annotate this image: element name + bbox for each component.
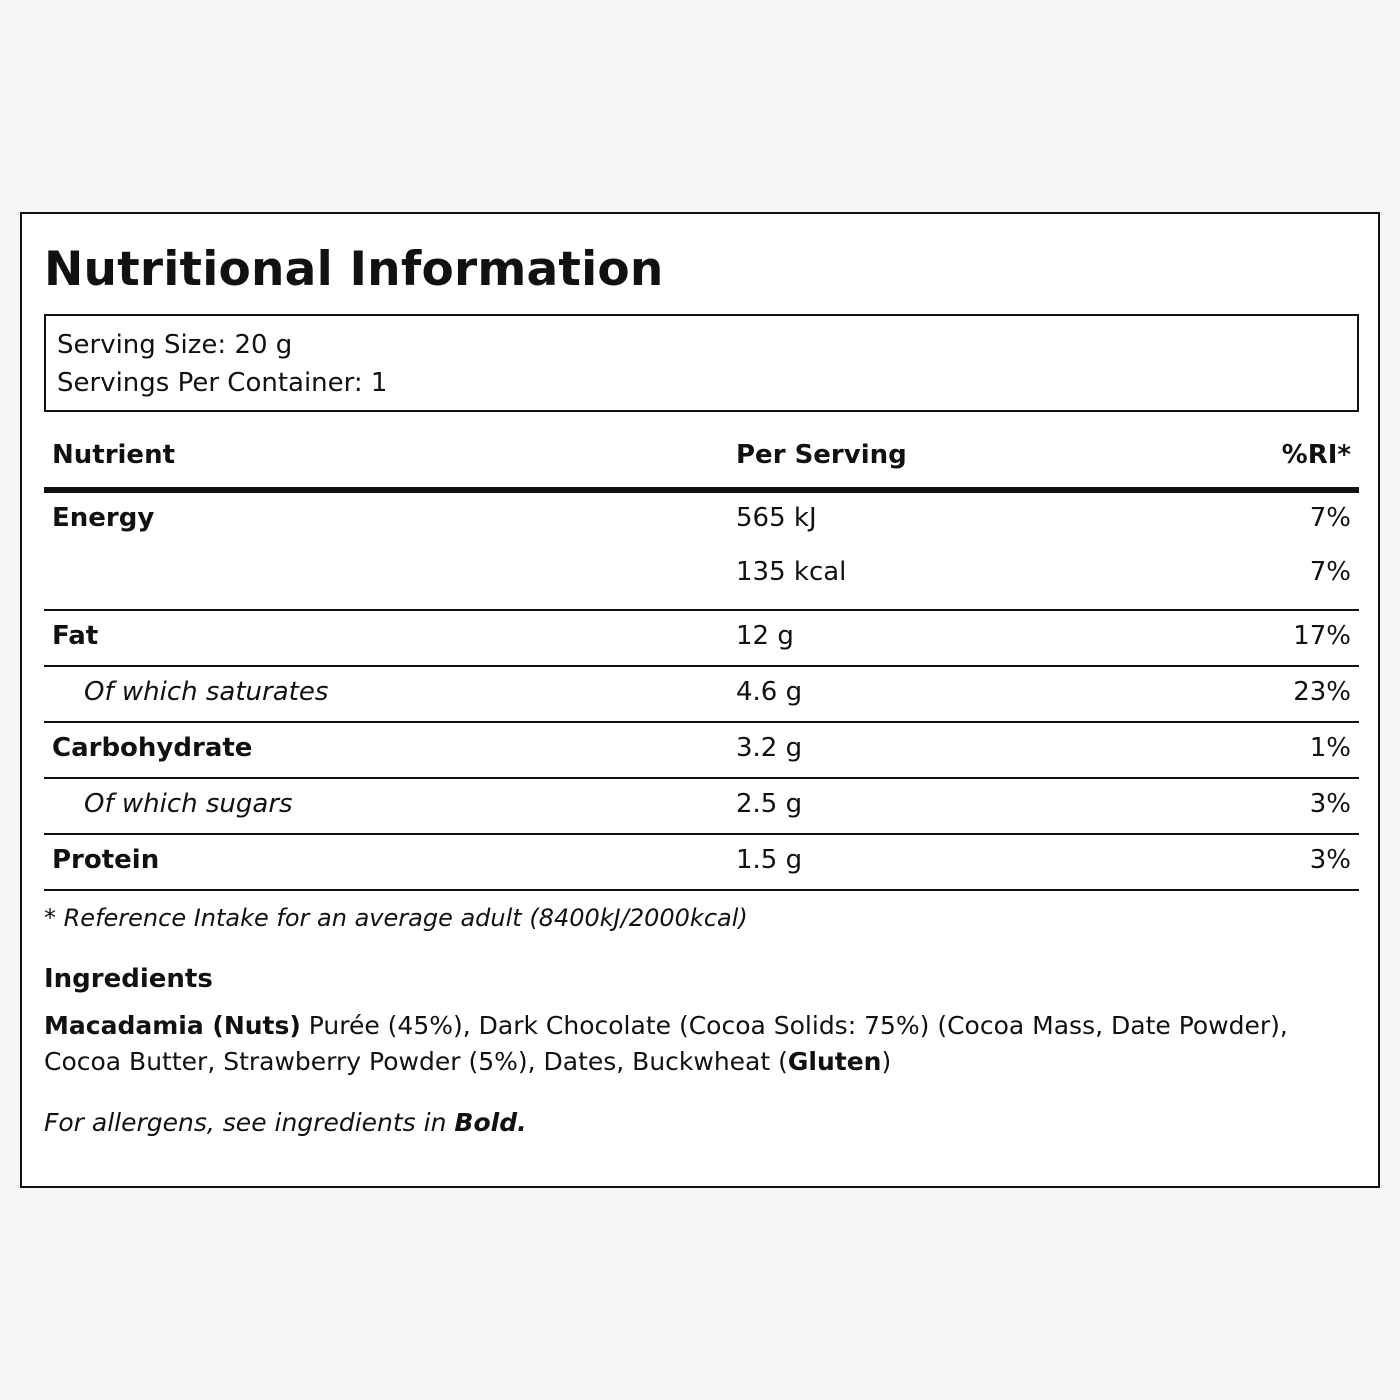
reference-intake-footnote: * Reference Intake for an average adult … xyxy=(44,904,748,932)
page-title: Nutritional Information xyxy=(44,242,664,297)
nutrient-ri: 1% xyxy=(1309,733,1351,763)
nutrient-value: 3.2 g xyxy=(736,733,803,763)
nutrient-name: Protein xyxy=(52,845,160,875)
ingredients-list-end: ) xyxy=(881,1047,892,1076)
nutrient-ri: 3% xyxy=(1309,789,1351,819)
header-nutrient: Nutrient xyxy=(52,440,176,470)
table-row-carbohydrate: Carbohydrate 3.2 g 1% xyxy=(44,723,1359,779)
energy-kcal: 135 kcal xyxy=(736,557,847,587)
ingredients-text: Macadamia (Nuts) Purée (45%), Dark Choco… xyxy=(44,1008,1344,1080)
table-row-sugars: Of which sugars 2.5 g 3% xyxy=(44,779,1359,835)
nutrient-name: Fat xyxy=(52,621,99,651)
table-row-energy: Energy 565 kJ 7% 135 kcal 7% xyxy=(44,493,1359,611)
nutrient-ri: 17% xyxy=(1293,621,1351,651)
allergen-note-text: For allergens, see ingredients in xyxy=(44,1108,455,1137)
serving-info-box: Serving Size: 20 g Servings Per Containe… xyxy=(44,314,1359,412)
allergen-gluten: Gluten xyxy=(787,1047,882,1076)
nutrient-ri: 23% xyxy=(1293,677,1351,707)
table-row-fat: Fat 12 g 17% xyxy=(44,611,1359,667)
header-per-serving: Per Serving xyxy=(736,440,907,470)
allergen-note-bold: Bold. xyxy=(454,1108,527,1137)
energy-kcal-ri: 7% xyxy=(1309,557,1351,587)
allergen-note: For allergens, see ingredients in Bold. xyxy=(44,1108,527,1137)
nutrition-label: Nutritional Information Serving Size: 20… xyxy=(20,212,1380,1188)
nutrient-value: 2.5 g xyxy=(736,789,803,819)
energy-kj-ri: 7% xyxy=(1309,503,1351,533)
table-row-protein: Protein 1.5 g 3% xyxy=(44,835,1359,891)
allergen-macadamia: Macadamia (Nuts) xyxy=(44,1011,301,1040)
serving-size: Serving Size: 20 g xyxy=(57,330,293,360)
nutrition-table: Nutrient Per Serving %RI* Energy 565 kJ … xyxy=(44,432,1359,891)
nutrient-ri: 3% xyxy=(1309,845,1351,875)
header-ri: %RI* xyxy=(1281,440,1351,470)
nutrient-value: 12 g xyxy=(736,621,794,651)
table-header: Nutrient Per Serving %RI* xyxy=(44,432,1359,493)
table-row-saturates: Of which saturates 4.6 g 23% xyxy=(44,667,1359,723)
nutrient-name: Carbohydrate xyxy=(52,733,253,763)
nutrient-name: Of which saturates xyxy=(84,677,329,707)
servings-per-container: Servings Per Container: 1 xyxy=(57,368,388,398)
energy-kj: 565 kJ xyxy=(736,503,817,533)
ingredients-heading: Ingredients xyxy=(44,964,213,994)
ingredients-list-part: Purée (45%), Dark Chocolate (Cocoa Solid… xyxy=(44,1011,1288,1076)
nutrient-name: Of which sugars xyxy=(84,789,293,819)
nutrient-name: Energy xyxy=(52,503,155,533)
nutrient-value: 1.5 g xyxy=(736,845,803,875)
nutrient-value: 4.6 g xyxy=(736,677,803,707)
